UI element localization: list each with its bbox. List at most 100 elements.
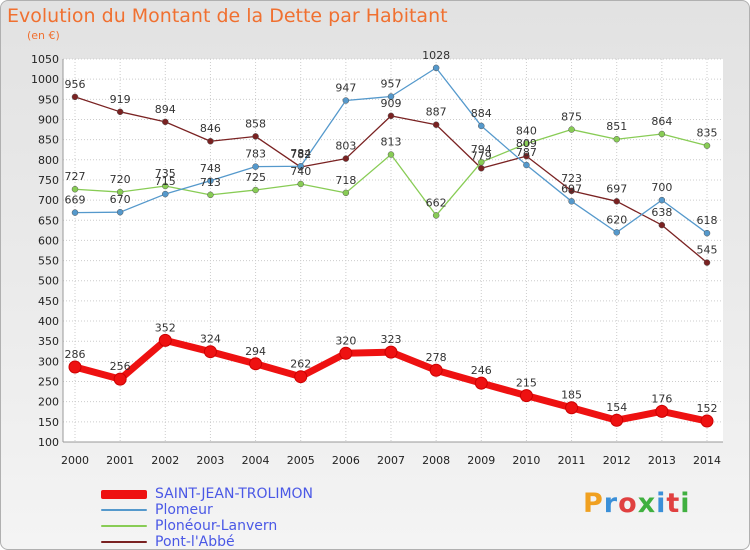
x-tick-label: 2003 — [196, 454, 224, 467]
logo-letter: x — [637, 488, 657, 519]
data-label: 919 — [110, 93, 131, 106]
y-tick-label: 200 — [38, 396, 59, 409]
data-point — [523, 161, 530, 169]
proxiti-logo: Proxiti — [583, 488, 691, 519]
legend-label: Plomeur — [155, 502, 213, 518]
y-tick-label: 950 — [38, 93, 59, 106]
data-point — [432, 212, 440, 219]
data-label: 720 — [110, 173, 131, 186]
x-tick-label: 2005 — [287, 454, 315, 467]
data-label: 875 — [561, 111, 582, 124]
data-label: 638 — [651, 206, 672, 219]
data-point — [339, 346, 353, 360]
x-tick-label: 2007 — [377, 454, 405, 467]
grid — [63, 58, 723, 443]
data-point — [432, 121, 440, 128]
data-point — [207, 191, 214, 199]
data-label: 840 — [516, 125, 537, 138]
x-tick-label: 2013 — [648, 454, 676, 467]
data-label: 669 — [65, 194, 86, 207]
data-point — [162, 182, 169, 190]
data-point — [294, 370, 308, 384]
y-tick-label: 550 — [38, 255, 59, 268]
y-tick-label: 800 — [38, 154, 59, 167]
data-label: 256 — [110, 360, 131, 373]
data-label: 779 — [471, 149, 492, 162]
data-point — [568, 198, 575, 205]
data-label: 894 — [155, 103, 176, 116]
data-point — [297, 162, 304, 170]
data-label: 545 — [697, 244, 718, 257]
data-label: 715 — [155, 175, 176, 188]
data-point — [162, 190, 169, 198]
data-point — [113, 372, 127, 386]
legend-item-saint-jean-trolimon: SAINT-JEAN-TROLIMON — [101, 486, 313, 502]
data-label: 887 — [426, 106, 447, 119]
data-label: 323 — [381, 333, 402, 346]
data-label: 864 — [651, 115, 672, 128]
data-point — [207, 177, 214, 185]
data-point — [655, 404, 669, 418]
data-label: 670 — [110, 193, 131, 206]
data-point — [342, 155, 350, 162]
data-label: 794 — [471, 143, 492, 156]
data-label: 215 — [516, 377, 537, 390]
data-label: 1028 — [422, 49, 450, 62]
data-point — [116, 108, 124, 116]
data-label: 185 — [561, 389, 582, 402]
data-point — [116, 188, 124, 196]
x-tick-label: 2002 — [151, 454, 179, 467]
data-point — [71, 93, 79, 101]
data-label: 700 — [651, 181, 672, 194]
data-label: 352 — [155, 321, 176, 334]
data-label: 803 — [335, 140, 356, 153]
data-label: 246 — [471, 364, 492, 377]
x-tick-label: 2008 — [422, 454, 450, 467]
y-tick-label: 350 — [38, 335, 59, 348]
data-point — [252, 163, 259, 170]
data-label: 320 — [335, 334, 356, 347]
data-point — [116, 208, 124, 216]
data-point — [478, 122, 485, 130]
data-label: 813 — [381, 136, 402, 149]
data-point — [474, 376, 488, 390]
data-label: 727 — [65, 170, 86, 183]
data-point — [384, 345, 398, 359]
data-label: 740 — [290, 165, 311, 178]
data-label: 620 — [606, 213, 627, 226]
data-label: 618 — [697, 214, 718, 227]
x-tick-label: 2000 — [61, 454, 89, 467]
data-label: 884 — [471, 107, 492, 120]
y-tick-label: 650 — [38, 214, 59, 227]
y-tick-label: 700 — [38, 194, 59, 207]
x-tick-label: 2012 — [603, 454, 631, 467]
data-point — [658, 130, 666, 138]
data-label: 697 — [561, 182, 582, 195]
y-tick-label: 150 — [38, 416, 59, 429]
y-tick-label: 450 — [38, 295, 59, 308]
logo-letter: i — [680, 488, 691, 519]
legend-label: SAINT-JEAN-TROLIMON — [155, 486, 314, 502]
data-point — [249, 357, 263, 371]
data-point — [297, 180, 304, 188]
data-label: 176 — [651, 392, 672, 405]
x-tick-label: 2009 — [467, 454, 495, 467]
legend-swatch — [101, 541, 147, 543]
data-label: 957 — [381, 77, 402, 90]
data-point — [252, 133, 259, 140]
data-point — [568, 187, 575, 195]
data-point — [658, 221, 666, 229]
y-tick-label: 600 — [38, 234, 59, 247]
x-tick-label: 2004 — [242, 454, 270, 467]
data-point — [478, 165, 485, 172]
data-label: 909 — [381, 97, 402, 110]
data-point — [162, 118, 169, 126]
y-tick-label: 500 — [38, 275, 59, 288]
data-label: 748 — [200, 162, 221, 175]
data-point — [568, 126, 575, 133]
plot-area — [63, 59, 723, 442]
series-lines — [68, 64, 714, 428]
data-label: 783 — [245, 148, 266, 161]
